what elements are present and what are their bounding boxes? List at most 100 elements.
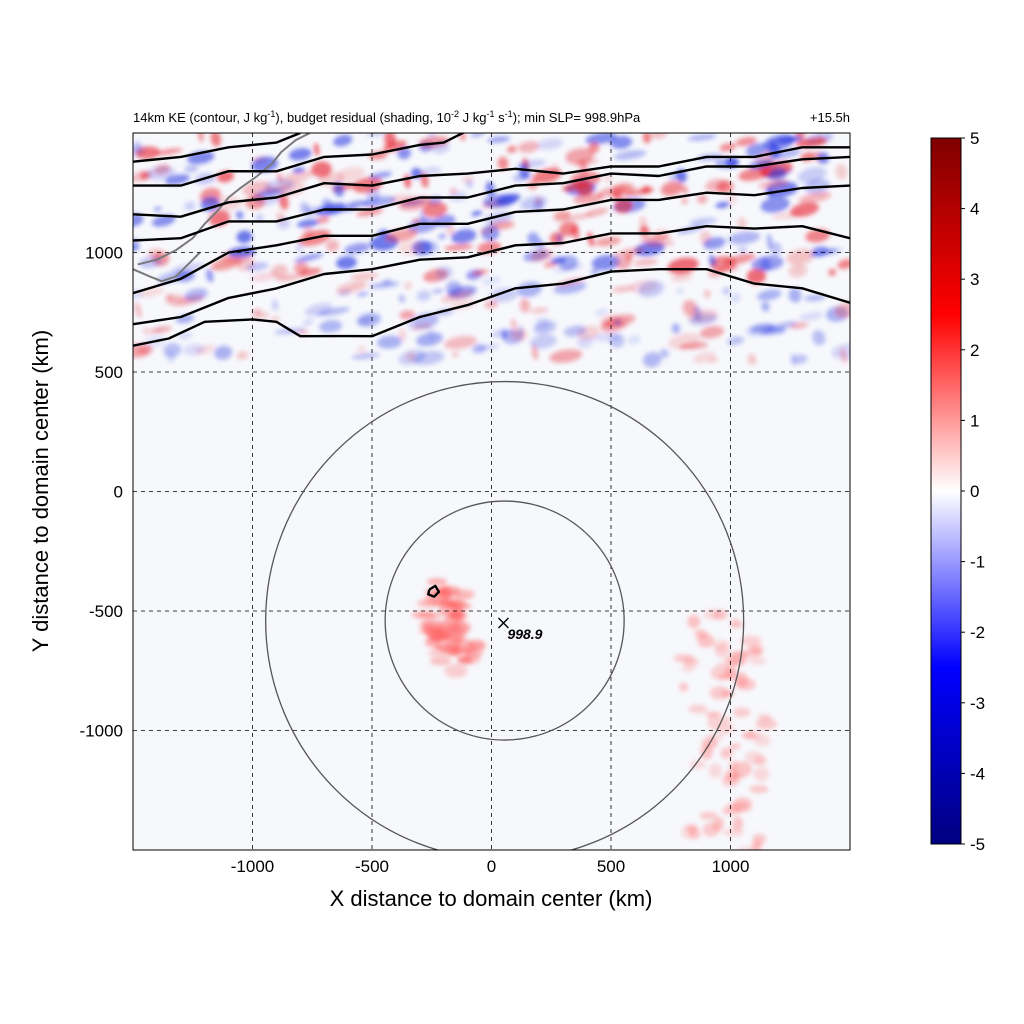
residual-blob xyxy=(591,254,621,271)
residual-blob xyxy=(385,228,418,242)
residual-blob xyxy=(609,334,625,348)
ke-contour-line xyxy=(133,146,850,218)
residual-blob xyxy=(835,164,848,180)
residual-blob xyxy=(236,230,253,244)
residual-blob xyxy=(265,185,291,193)
residual-blob xyxy=(723,828,744,837)
residual-blob xyxy=(333,134,353,147)
residual-blob xyxy=(172,263,206,273)
residual-blob xyxy=(610,135,633,149)
y-tick-label: -500 xyxy=(89,602,123,621)
residual-blob xyxy=(613,319,622,326)
residual-blob xyxy=(479,228,493,234)
residual-blob xyxy=(359,317,374,324)
residual-blob xyxy=(461,653,481,664)
residual-blob xyxy=(770,165,786,174)
storm-center-marker xyxy=(497,617,509,629)
colorbar-tick-label: 3 xyxy=(970,270,979,289)
residual-blob xyxy=(614,198,633,214)
residual-blob xyxy=(738,246,748,253)
residual-blob xyxy=(704,289,711,298)
residual-blob xyxy=(585,133,617,145)
residual-blob xyxy=(507,145,517,153)
residual-blob xyxy=(333,181,345,198)
residual-blob xyxy=(798,191,832,204)
residual-blob xyxy=(732,816,744,831)
colorbar-tick-label: -2 xyxy=(970,623,985,642)
residual-blob xyxy=(627,335,641,345)
colorbar-tick-label: 5 xyxy=(970,129,979,148)
residual-blob xyxy=(325,239,340,252)
residual-blob xyxy=(404,282,412,290)
residual-blob xyxy=(336,256,357,270)
residual-blob xyxy=(178,331,192,340)
residual-blob xyxy=(735,136,757,147)
residual-blob xyxy=(727,336,744,346)
residual-blob xyxy=(754,734,771,747)
residual-blob xyxy=(418,167,442,176)
residual-blob xyxy=(668,172,682,181)
residual-blob xyxy=(645,240,675,248)
coastline-path xyxy=(133,251,201,283)
residual-blob xyxy=(563,325,587,337)
colorbar-tick-label: 0 xyxy=(970,482,979,501)
residual-blob xyxy=(722,806,742,815)
residual-blob xyxy=(452,351,459,357)
residual-blob xyxy=(729,743,741,750)
residual-blob xyxy=(715,201,730,209)
residual-blob xyxy=(429,656,452,666)
residual-blob xyxy=(444,336,477,350)
residual-blob xyxy=(489,287,518,303)
residual-blob xyxy=(133,213,144,227)
residual-blob xyxy=(792,354,808,364)
residual-blob xyxy=(681,664,695,673)
residual-blob xyxy=(252,312,270,319)
residual-blob xyxy=(633,258,658,267)
residual-blob xyxy=(206,269,214,283)
residual-blob xyxy=(316,215,330,224)
residual-blob xyxy=(279,193,289,210)
residual-blob xyxy=(723,253,756,266)
residual-blob xyxy=(556,233,562,244)
residual-blob xyxy=(510,318,517,330)
residual-blob xyxy=(519,298,531,313)
residual-blob xyxy=(594,236,622,247)
ke-contours xyxy=(133,133,850,598)
residual-blob xyxy=(398,240,425,255)
ke-contour-line xyxy=(133,184,850,295)
residual-blob xyxy=(441,290,473,303)
y-axis-ticks: 1000 500 0 -500 -1000 xyxy=(80,244,123,741)
ke-contour-line xyxy=(427,584,441,598)
residual-blob xyxy=(703,608,721,620)
residual-blob xyxy=(427,649,446,656)
residual-blob xyxy=(588,141,600,154)
residual-blob xyxy=(640,234,670,243)
residual-blob xyxy=(757,289,782,301)
residual-blob xyxy=(184,201,196,211)
residual-blob xyxy=(689,217,718,226)
residual-blob xyxy=(197,133,204,143)
residual-blob xyxy=(452,588,476,599)
residual-blob xyxy=(530,307,549,314)
residual-blob xyxy=(417,611,441,619)
residual-blob xyxy=(138,348,149,354)
residual-blob xyxy=(741,648,763,658)
residual-blob xyxy=(708,357,719,363)
residual-blob xyxy=(718,266,739,272)
residual-blob xyxy=(336,280,368,294)
coastline-path xyxy=(137,133,311,266)
residual-blob xyxy=(719,143,736,152)
residual-blob xyxy=(302,319,314,326)
residual-blob xyxy=(709,686,730,700)
y-tick-label: -1000 xyxy=(80,722,123,741)
residual-blob xyxy=(510,328,528,342)
residual-blob xyxy=(152,214,176,227)
x-tick-label: 500 xyxy=(597,857,625,876)
residual-blob xyxy=(184,288,208,302)
residual-blob xyxy=(236,351,249,360)
residual-blob xyxy=(399,328,406,342)
residual-blob xyxy=(613,150,647,160)
y-tick-label: 1000 xyxy=(85,244,123,263)
residual-blob xyxy=(786,249,815,265)
residual-blob xyxy=(235,210,244,220)
